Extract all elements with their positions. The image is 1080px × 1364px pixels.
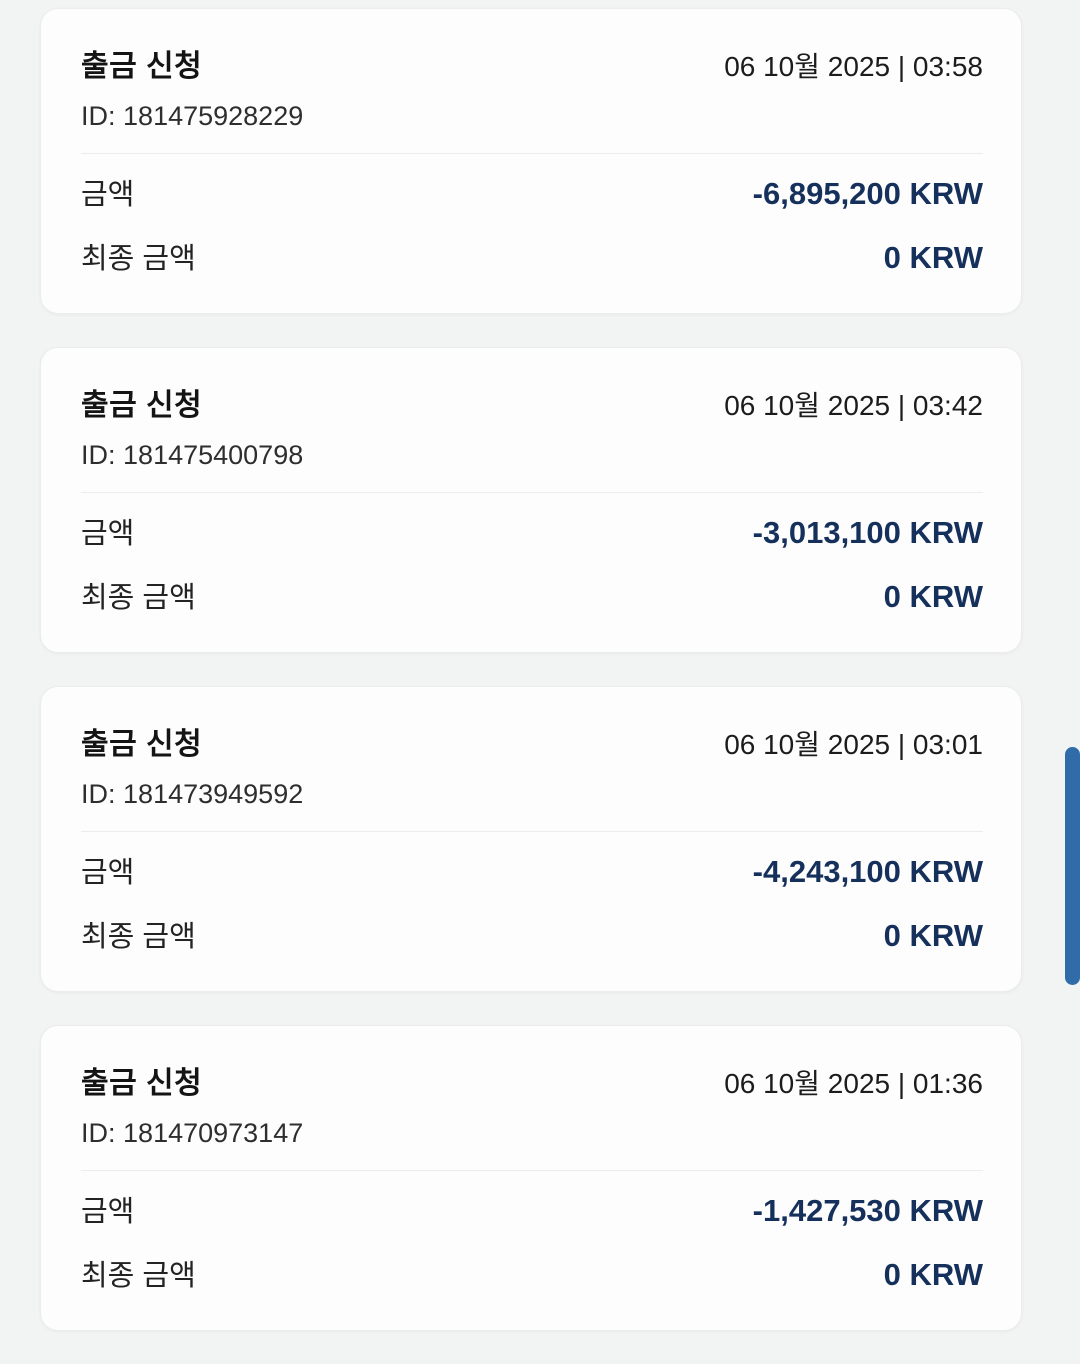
withdrawal-card: 출금 신청 06 10월 2025 | 03:01 ID: 1814739495…: [40, 686, 1022, 992]
id-value: 181475928229: [123, 101, 304, 131]
final-amount-row: 최종 금액 0 KRW: [81, 235, 983, 277]
id-value: 181470973147: [123, 1118, 304, 1148]
amount-label: 금액: [81, 1196, 135, 1228]
id-value: 181473949592: [123, 779, 304, 809]
id-label: ID:: [81, 779, 116, 809]
withdrawal-card: 출금 신청 06 10월 2025 | 03:42 ID: 1814754007…: [40, 347, 1022, 653]
amount-label: 금액: [81, 518, 135, 550]
amount-label: 금액: [81, 179, 135, 211]
final-amount-label: 최종 금액: [81, 921, 196, 953]
amount-row: 금액 -1,427,530 KRW: [81, 1188, 983, 1230]
transaction-id: ID: 181475928229: [81, 101, 983, 132]
amount-value: -6,895,200 KRW: [752, 176, 983, 211]
amount-value: -1,427,530 KRW: [752, 1193, 983, 1228]
amount-value: -3,013,100 KRW: [752, 515, 983, 550]
card-datetime: 06 10월 2025 | 03:58: [724, 51, 983, 82]
final-amount-label: 최종 금액: [81, 243, 196, 275]
card-header: 출금 신청 06 10월 2025 | 03:01: [81, 719, 983, 763]
amount-row: 금액 -3,013,100 KRW: [81, 510, 983, 552]
card-header: 출금 신청 06 10월 2025 | 01:36: [81, 1058, 983, 1102]
card-datetime: 06 10월 2025 | 01:36: [724, 1068, 983, 1099]
card-header: 출금 신청 06 10월 2025 | 03:58: [81, 41, 983, 85]
card-title: 출금 신청: [81, 728, 203, 761]
card-datetime: 06 10월 2025 | 03:01: [724, 729, 983, 760]
card-title: 출금 신청: [81, 50, 203, 83]
withdrawal-card: 출금 신청 06 10월 2025 | 03:58 ID: 1814759282…: [40, 8, 1022, 314]
final-amount-value: 0 KRW: [883, 1257, 983, 1292]
final-amount-label: 최종 금액: [81, 1260, 196, 1292]
final-amount-value: 0 KRW: [883, 579, 983, 614]
divider: [81, 1170, 983, 1171]
card-header: 출금 신청 06 10월 2025 | 03:42: [81, 380, 983, 424]
divider: [81, 153, 983, 154]
transaction-list: 출금 신청 06 10월 2025 | 03:58 ID: 1814759282…: [40, 8, 1022, 1364]
id-label: ID:: [81, 1118, 116, 1148]
withdrawal-card: 출금 신청 06 10월 2025 | 01:36 ID: 1814709731…: [40, 1025, 1022, 1331]
amount-row: 금액 -6,895,200 KRW: [81, 171, 983, 213]
amount-label: 금액: [81, 857, 135, 889]
card-datetime: 06 10월 2025 | 03:42: [724, 390, 983, 421]
transaction-id: ID: 181470973147: [81, 1118, 983, 1149]
card-title: 출금 신청: [81, 389, 203, 422]
divider: [81, 492, 983, 493]
transaction-id: ID: 181473949592: [81, 779, 983, 810]
id-value: 181475400798: [123, 440, 304, 470]
final-amount-label: 최종 금액: [81, 582, 196, 614]
amount-row: 금액 -4,243,100 KRW: [81, 849, 983, 891]
final-amount-value: 0 KRW: [883, 240, 983, 275]
final-amount-value: 0 KRW: [883, 918, 983, 953]
amount-value: -4,243,100 KRW: [752, 854, 983, 889]
id-label: ID:: [81, 101, 116, 131]
scrollbar-thumb[interactable]: [1065, 747, 1080, 985]
final-amount-row: 최종 금액 0 KRW: [81, 574, 983, 616]
card-title: 출금 신청: [81, 1067, 203, 1100]
id-label: ID:: [81, 440, 116, 470]
final-amount-row: 최종 금액 0 KRW: [81, 913, 983, 955]
final-amount-row: 최종 금액 0 KRW: [81, 1252, 983, 1294]
transaction-id: ID: 181475400798: [81, 440, 983, 471]
divider: [81, 831, 983, 832]
